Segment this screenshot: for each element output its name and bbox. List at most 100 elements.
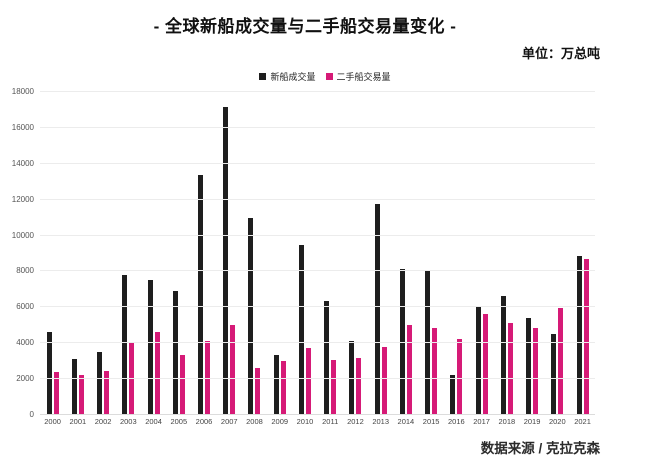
plot-area xyxy=(40,91,595,415)
gridline-16000 xyxy=(40,126,595,128)
legend-item-secondhand: 二手船交易量 xyxy=(325,70,391,83)
bar-group-2006 xyxy=(191,92,216,415)
bar-newbuild-2007 xyxy=(223,107,229,415)
x-tick-2012: 2012 xyxy=(347,417,364,426)
y-tick-2000: 2000 xyxy=(16,374,34,384)
bar-group-2000 xyxy=(40,92,65,415)
bar-newbuild-2005 xyxy=(172,291,178,415)
bar-group-2021 xyxy=(570,92,595,415)
bar-group-2017 xyxy=(469,92,494,415)
x-tick-2004: 2004 xyxy=(145,417,162,426)
x-tick-2001: 2001 xyxy=(69,417,87,426)
bar-secondhand-2009 xyxy=(280,361,286,415)
legend: 新船成交量 二手船交易量 xyxy=(0,70,650,83)
bar-newbuild-2008 xyxy=(248,217,254,415)
bar-newbuild-2020 xyxy=(551,334,557,415)
bar-newbuild-2014 xyxy=(399,268,405,415)
legend-label-secondhand: 二手船交易量 xyxy=(336,72,391,82)
bar-newbuild-2019 xyxy=(526,318,532,415)
x-tick-2008: 2008 xyxy=(246,417,263,426)
y-tick-18000: 18000 xyxy=(11,87,34,96)
x-tick-2017: 2017 xyxy=(473,417,490,426)
bar-secondhand-2018 xyxy=(507,322,513,415)
bar-newbuild-2009 xyxy=(273,354,279,415)
bar-group-2014 xyxy=(393,92,418,415)
bar-secondhand-2014 xyxy=(406,325,412,415)
y-tick-0: 0 xyxy=(29,410,34,419)
bar-newbuild-2003 xyxy=(122,275,128,415)
y-tick-16000: 16000 xyxy=(11,122,34,132)
gridline-10000 xyxy=(40,234,595,236)
bar-secondhand-2013 xyxy=(381,346,387,415)
bar-secondhand-2002 xyxy=(104,371,110,415)
bar-newbuild-2010 xyxy=(298,245,304,415)
x-tick-2019: 2019 xyxy=(523,417,541,426)
bar-group-2018 xyxy=(494,92,519,415)
bar-newbuild-2017 xyxy=(475,307,481,415)
bar-newbuild-2018 xyxy=(500,295,506,415)
bar-secondhand-2004 xyxy=(154,331,160,415)
x-tick-2020: 2020 xyxy=(548,417,566,426)
x-tick-2011: 2011 xyxy=(322,417,339,426)
bar-newbuild-2006 xyxy=(198,174,204,415)
bar-group-2010 xyxy=(292,92,317,415)
bar-group-2015 xyxy=(419,92,444,415)
bar-secondhand-2007 xyxy=(230,325,236,415)
x-tick-2015: 2015 xyxy=(422,417,440,426)
bar-newbuild-2000 xyxy=(46,331,52,415)
x-tick-2021: 2021 xyxy=(574,417,591,426)
bar-secondhand-2016 xyxy=(457,338,463,415)
bar-newbuild-2001 xyxy=(71,359,77,415)
bar-group-2011 xyxy=(318,92,343,415)
gridline-14000 xyxy=(40,162,595,164)
bar-newbuild-2013 xyxy=(374,204,380,415)
y-tick-8000: 8000 xyxy=(16,266,34,276)
bar-group-2002 xyxy=(90,92,115,415)
gridline-4000 xyxy=(40,342,595,344)
secondhand-swatch-icon xyxy=(325,73,333,80)
bar-group-2003 xyxy=(116,92,141,415)
x-tick-2005: 2005 xyxy=(170,417,188,426)
x-tick-2013: 2013 xyxy=(372,417,389,426)
x-axis: 2000 2001 2002 2003 2004 2005 2006 2007 2008 2009… xyxy=(40,417,595,426)
bar-newbuild-2011 xyxy=(324,301,330,415)
x-tick-2010: 2010 xyxy=(296,417,314,426)
x-tick-2006: 2006 xyxy=(195,417,213,426)
bar-secondhand-2001 xyxy=(78,374,84,415)
bar-group-2020 xyxy=(545,92,570,415)
y-axis: 0 2000 4000 6000 8000 10000 12000 14000 16000 180… xyxy=(0,87,34,419)
bar-secondhand-2005 xyxy=(179,354,185,415)
bar-group-2004 xyxy=(141,92,166,415)
bar-group-2012 xyxy=(343,92,368,415)
x-tick-2002: 2002 xyxy=(94,417,112,426)
gridline-12000 xyxy=(40,198,595,200)
x-tick-2018: 2018 xyxy=(498,417,516,426)
bar-secondhand-2012 xyxy=(356,357,362,415)
legend-label-newbuild: 新船成交量 xyxy=(270,72,316,82)
bar-secondhand-2021 xyxy=(583,258,589,415)
source-label: 数据来源 / 克拉克森 xyxy=(480,441,600,456)
bar-secondhand-2020 xyxy=(558,308,564,415)
bar-group-2005 xyxy=(166,92,191,415)
bar-secondhand-2019 xyxy=(533,327,539,415)
y-tick-12000: 12000 xyxy=(11,194,34,204)
bar-group-2013 xyxy=(368,92,393,415)
gridline-0 xyxy=(40,414,595,415)
bar-group-2008 xyxy=(242,92,267,415)
bar-secondhand-2008 xyxy=(255,368,261,415)
bar-secondhand-2017 xyxy=(482,313,488,415)
bar-secondhand-2000 xyxy=(53,371,59,415)
bar-group-2016 xyxy=(444,92,469,415)
bar-newbuild-2002 xyxy=(97,352,103,415)
y-tick-6000: 6000 xyxy=(16,302,34,312)
y-tick-4000: 4000 xyxy=(16,338,34,348)
legend-item-newbuild: 新船成交量 xyxy=(259,70,316,83)
gridline-18000 xyxy=(40,91,595,92)
bar-secondhand-2015 xyxy=(432,327,438,415)
y-tick-10000: 10000 xyxy=(11,230,34,240)
bar-group-2007 xyxy=(217,92,242,415)
bar-newbuild-2021 xyxy=(576,256,582,415)
x-tick-2000: 2000 xyxy=(44,417,61,426)
x-tick-2003: 2003 xyxy=(119,417,137,426)
